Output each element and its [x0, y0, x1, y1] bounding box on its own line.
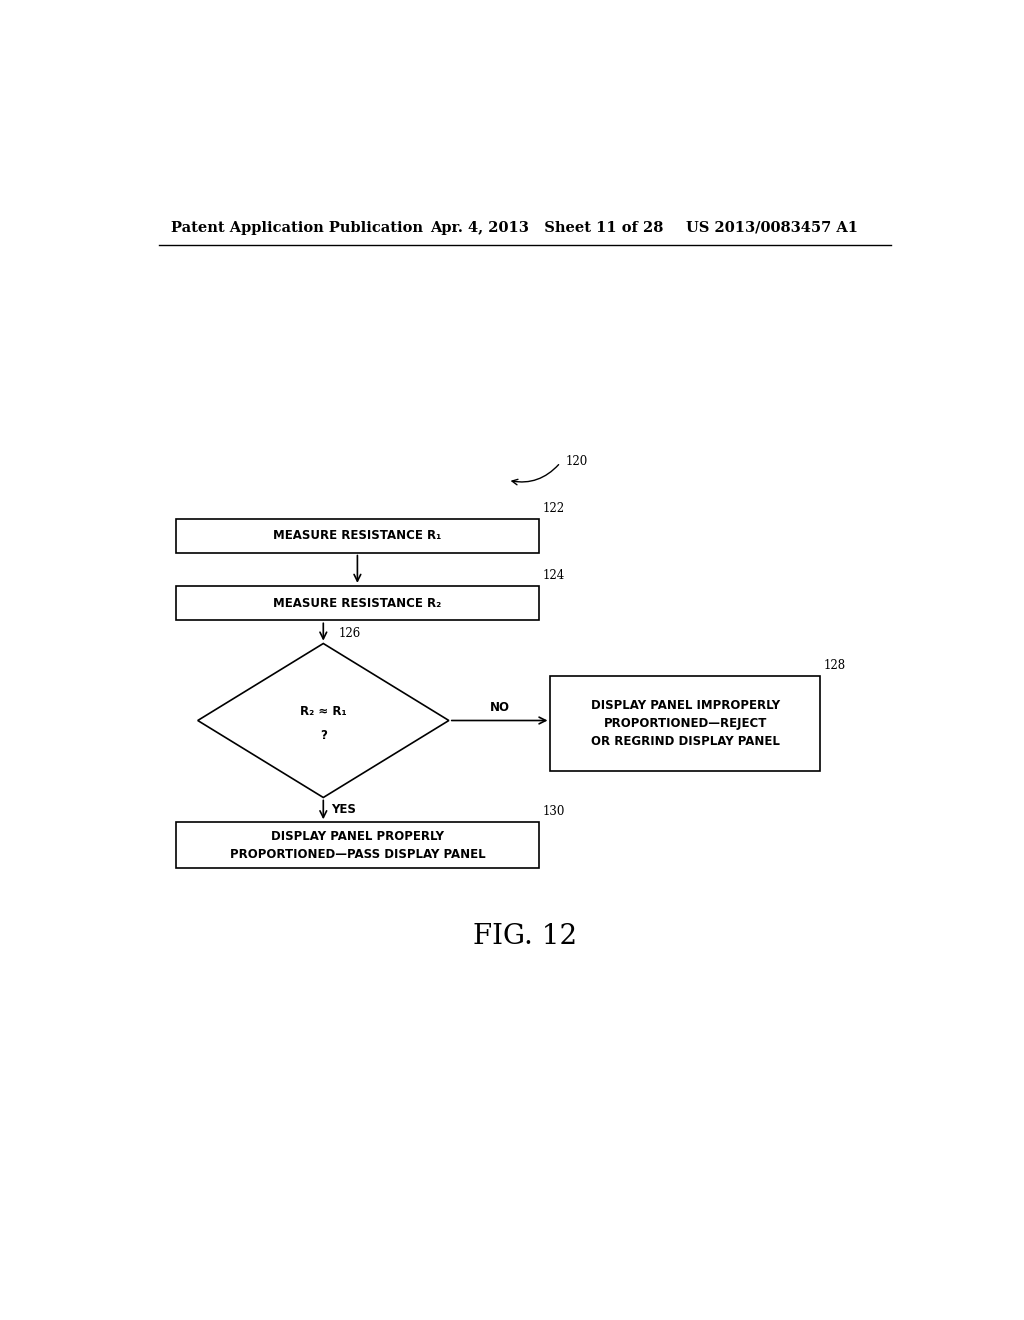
- Bar: [550, 676, 820, 771]
- Bar: [176, 586, 539, 620]
- Text: 122: 122: [543, 502, 565, 515]
- Text: 126: 126: [339, 627, 361, 640]
- Text: 130: 130: [543, 805, 565, 818]
- Polygon shape: [198, 644, 449, 797]
- Text: 120: 120: [566, 454, 588, 467]
- Text: US 2013/0083457 A1: US 2013/0083457 A1: [686, 220, 858, 235]
- Text: Patent Application Publication: Patent Application Publication: [171, 220, 423, 235]
- Bar: [176, 822, 539, 869]
- Text: 128: 128: [824, 659, 846, 672]
- Bar: [176, 519, 539, 553]
- Text: Apr. 4, 2013   Sheet 11 of 28: Apr. 4, 2013 Sheet 11 of 28: [430, 220, 664, 235]
- Text: 124: 124: [543, 569, 565, 582]
- Text: DISPLAY PANEL IMPROPERLY
PROPORTIONED—REJECT
OR REGRIND DISPLAY PANEL: DISPLAY PANEL IMPROPERLY PROPORTIONED—RE…: [591, 698, 780, 747]
- Text: YES: YES: [331, 804, 356, 816]
- Text: FIG. 12: FIG. 12: [473, 923, 577, 949]
- Text: ?: ?: [319, 730, 327, 742]
- Text: R₂ ≈ R₁: R₂ ≈ R₁: [300, 705, 346, 718]
- Text: MEASURE RESISTANCE R₁: MEASURE RESISTANCE R₁: [273, 529, 441, 543]
- Text: DISPLAY PANEL PROPERLY
PROPORTIONED—PASS DISPLAY PANEL: DISPLAY PANEL PROPERLY PROPORTIONED—PASS…: [229, 830, 485, 861]
- Text: MEASURE RESISTANCE R₂: MEASURE RESISTANCE R₂: [273, 597, 441, 610]
- Text: NO: NO: [489, 701, 510, 714]
